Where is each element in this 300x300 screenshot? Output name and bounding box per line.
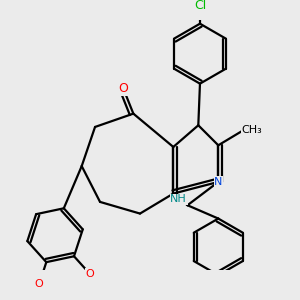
Text: O: O — [35, 279, 44, 289]
Text: N: N — [214, 177, 223, 187]
Text: methoxy: methoxy — [99, 286, 105, 288]
Text: O: O — [118, 82, 128, 95]
Text: CH₃: CH₃ — [241, 125, 262, 135]
Text: NH: NH — [170, 194, 187, 204]
Text: O: O — [85, 268, 94, 279]
Text: Cl: Cl — [194, 0, 206, 12]
